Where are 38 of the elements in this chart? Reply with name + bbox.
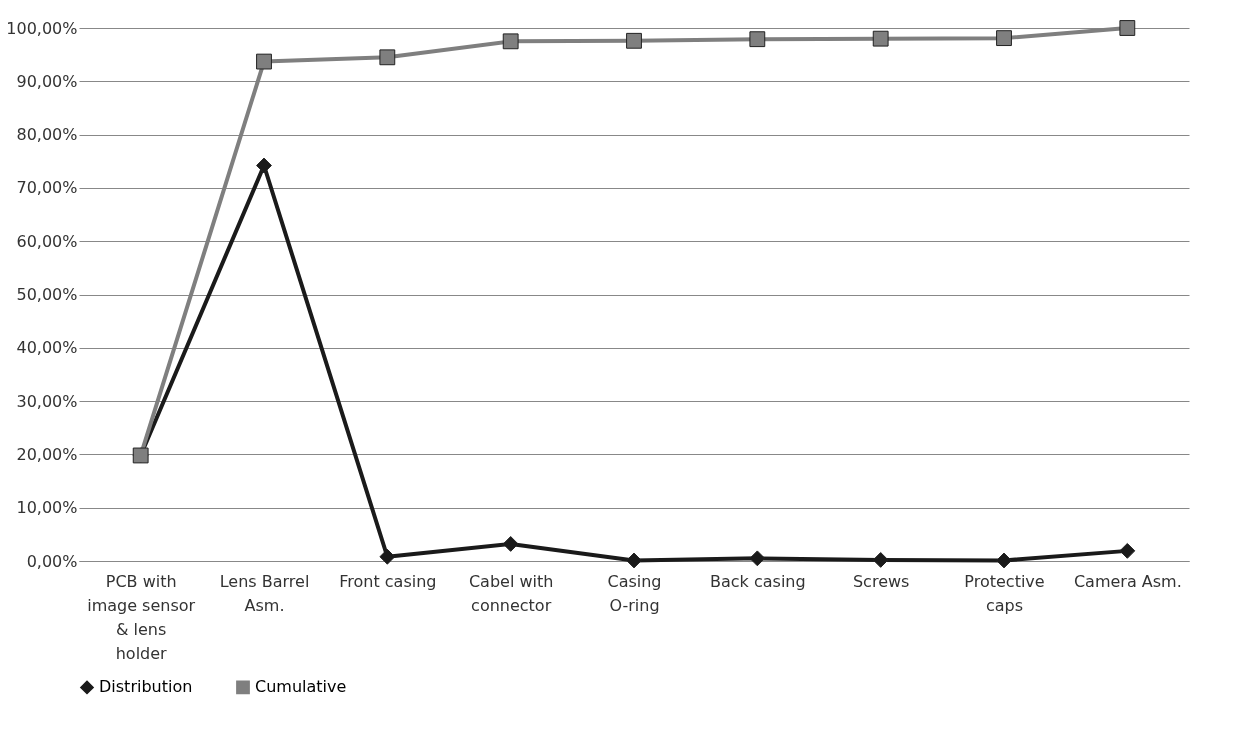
- point: [1119, 542, 1136, 559]
- y-tick-label: 0,00%: [26, 551, 78, 571]
- point: [996, 552, 1012, 569]
- x-tick-label: Front casing: [339, 571, 437, 591]
- x-tick-label: Protective caps: [964, 571, 1045, 615]
- point: [626, 32, 642, 49]
- point: [872, 30, 889, 47]
- point: [749, 31, 766, 48]
- point: [379, 49, 396, 66]
- legend-label: Cumulative: [255, 677, 347, 697]
- y-tick-label: 100,00%: [6, 18, 78, 38]
- y-tick-label: 10,00%: [16, 498, 78, 518]
- point: [1119, 20, 1136, 36]
- y-tick-label: 80,00%: [16, 125, 78, 145]
- legend-label: Distribution: [99, 677, 193, 697]
- x-tick-label: Camera Asm.: [1073, 571, 1182, 591]
- y-tick-label: 60,00%: [16, 231, 78, 251]
- y-tick-label: 40,00%: [16, 338, 78, 358]
- y-tick-label: 30,00%: [16, 391, 78, 411]
- y-tick-label: 20,00%: [16, 444, 78, 464]
- y-tick-label: 90,00%: [16, 71, 78, 91]
- point: [256, 157, 272, 174]
- x-tick-label: Cabel with connector: [468, 571, 554, 615]
- x-tick-label: Back casing: [710, 571, 806, 591]
- y-tick-label: 50,00%: [16, 285, 78, 304]
- point: [379, 548, 396, 565]
- point: [502, 33, 519, 50]
- x-tick-label: PCB with image sensor & lens holder: [87, 571, 196, 663]
- point: [626, 552, 642, 569]
- point: [872, 552, 889, 568]
- point: [996, 30, 1012, 47]
- x-tick-label: Lens Barrel Asm.: [219, 571, 310, 615]
- x-tick-label: Casing O-ring: [607, 571, 662, 615]
- x-tick-label: Screws: [852, 571, 910, 591]
- point: [256, 53, 272, 70]
- point: [749, 550, 766, 567]
- y-tick-label: 70,00%: [16, 178, 78, 198]
- point: [502, 536, 519, 552]
